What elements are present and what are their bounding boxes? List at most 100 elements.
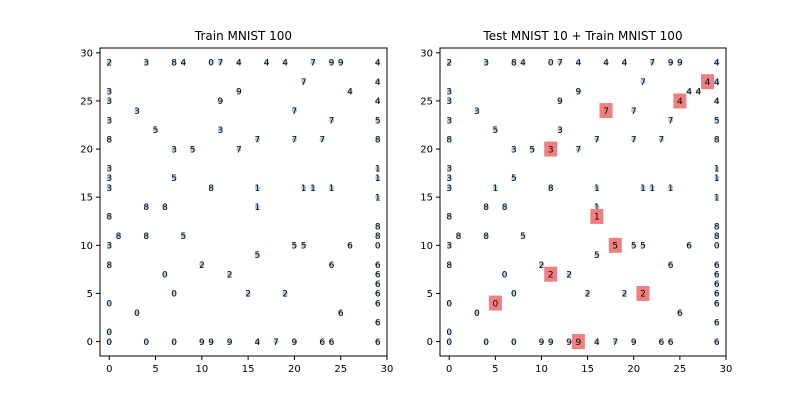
point-label: 8 [502, 203, 508, 213]
data-point: 9 [548, 338, 554, 348]
point-label: 7 [659, 136, 665, 146]
point-label: 0 [446, 338, 452, 348]
point-marker [375, 175, 381, 181]
point-label: 4 [622, 59, 628, 69]
point-marker [594, 136, 600, 143]
point-label: 0 [171, 338, 177, 348]
point-label: 6 [677, 309, 683, 319]
data-point: 6 [375, 290, 381, 300]
data-point: 5 [492, 126, 498, 136]
point-label: 6 [714, 299, 720, 309]
highlight-marker [544, 266, 558, 282]
x-tick-label: 10 [535, 364, 548, 375]
point-label: 1 [375, 165, 381, 175]
point-marker [714, 242, 720, 248]
point-marker [208, 338, 214, 345]
point-label: 9 [668, 59, 674, 69]
point-marker [338, 59, 344, 66]
highlight-point: 2 [636, 285, 650, 301]
data-point: 3 [557, 126, 563, 136]
point-marker [236, 59, 242, 66]
point-label: 2 [622, 290, 628, 300]
point-label: 4 [705, 78, 711, 88]
point-marker [492, 184, 498, 191]
data-point: 8 [106, 136, 112, 146]
point-marker [208, 59, 214, 66]
data-point: 0 [171, 290, 177, 300]
point-marker [171, 338, 177, 345]
data-point: 7 [292, 107, 298, 117]
data-point: 6 [714, 319, 720, 329]
point-marker [328, 117, 335, 123]
point-marker [106, 59, 112, 66]
data-point: 2 [585, 290, 591, 300]
data-point: 9 [208, 338, 214, 348]
point-label: 8 [456, 232, 462, 242]
data-point: 5 [631, 242, 637, 252]
point-marker [291, 107, 298, 114]
data-point: 0 [208, 59, 214, 69]
data-point: 1 [310, 184, 316, 194]
data-point: 7 [217, 59, 223, 69]
point-marker [714, 261, 720, 268]
data-point: 1 [255, 203, 261, 213]
point-label: 7 [640, 78, 646, 88]
point-marker [640, 79, 646, 85]
point-label: 3 [483, 59, 489, 69]
point-marker [301, 79, 307, 85]
point-label: 5 [640, 242, 646, 252]
data-point: 9 [338, 59, 344, 69]
data-point: 8 [714, 136, 720, 146]
point-marker [106, 261, 112, 268]
point-marker [106, 136, 112, 143]
data-point: 8 [511, 59, 517, 69]
point-marker [375, 194, 381, 200]
data-point: 6 [338, 309, 344, 319]
point-marker [143, 59, 149, 66]
point-label: 0 [483, 338, 489, 348]
point-label: 3 [106, 174, 112, 184]
data-point: 7 [292, 136, 298, 146]
point-marker [621, 59, 628, 66]
data-point: 3 [446, 165, 452, 175]
point-marker [668, 338, 674, 345]
point-marker [658, 338, 665, 345]
data-point: 8 [208, 184, 214, 194]
point-marker [529, 146, 535, 152]
point-marker [162, 271, 168, 277]
data-point: 4 [695, 88, 701, 98]
point-label: 9 [576, 338, 582, 348]
point-marker [520, 233, 526, 239]
point-marker [328, 59, 335, 66]
point-label: 1 [640, 184, 646, 194]
data-point: 0 [375, 242, 381, 252]
point-label: 7 [236, 145, 242, 155]
data-point: 3 [511, 145, 517, 155]
point-label: 5 [171, 174, 177, 184]
point-marker [171, 175, 177, 181]
data-point: 0 [714, 242, 720, 252]
data-point: 2 [622, 290, 628, 300]
point-label: 6 [329, 261, 335, 271]
point-label: 1 [649, 184, 655, 194]
point-label: 7 [557, 59, 563, 69]
point-label: 1 [594, 184, 600, 194]
point-label: 3 [548, 145, 554, 155]
data-point: 6 [686, 242, 692, 252]
point-marker [585, 290, 591, 297]
data-point: 9 [566, 338, 572, 348]
point-label: 2 [282, 290, 288, 300]
data-point: 2 [199, 261, 205, 271]
point-marker [347, 242, 353, 248]
point-label: 0 [446, 328, 452, 338]
point-label: 2 [640, 290, 646, 300]
point-label: 3 [143, 59, 149, 69]
point-marker [594, 252, 600, 258]
highlight-marker [701, 74, 715, 90]
point-marker [375, 271, 381, 277]
data-point: 1 [640, 184, 646, 194]
point-label: 0 [474, 309, 480, 319]
data-point: 8 [446, 213, 452, 223]
point-label: 8 [446, 136, 452, 146]
